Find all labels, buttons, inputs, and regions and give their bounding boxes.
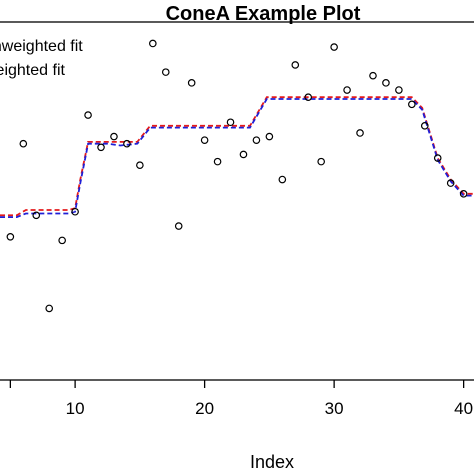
data-point [317,157,325,166]
data-point [343,86,351,94]
data-point [395,86,403,94]
data-point [200,136,209,144]
data-point [123,139,131,148]
data-point [304,93,313,101]
data-point [446,179,455,187]
data-point [6,233,15,241]
data-point [291,61,300,69]
legend: unweighted fit weighted fit [0,38,83,79]
data-point [187,79,196,87]
unweighted-fit-line [0,96,474,217]
x-tick-label: 10 [66,399,85,418]
data-point [45,304,54,313]
data-point [252,136,261,144]
legend-entry-label: weighted fit [0,62,65,79]
plot-area: 10 20 30 40 [0,21,474,418]
x-tick-label: 20 [195,399,214,418]
data-point [149,39,157,48]
data-point [420,122,429,130]
data-point [369,71,377,80]
data-point [239,150,248,159]
data-point [32,211,41,220]
data-point [97,143,105,152]
data-point [19,139,28,148]
data-point [356,129,364,137]
data-point [58,236,66,245]
legend-entry-label: unweighted fit [0,38,83,55]
data-point [459,190,468,198]
data-point [71,207,79,216]
data-point [110,132,118,141]
data-point [265,132,274,141]
data-point [278,175,287,184]
data-point [136,161,144,170]
x-tick-label: 30 [325,399,344,418]
x-tick-label: 40 [454,399,473,418]
data-point [433,154,442,162]
data-point [408,100,416,109]
data-point [382,79,390,87]
data-point [161,68,170,76]
weighted-fit-line [0,98,474,219]
data-point [330,43,338,51]
data-point [226,118,235,127]
plot-frame [0,21,474,381]
data-point [213,157,222,166]
chart-title: ConeA Example Plot [166,3,361,25]
data-point [174,222,183,230]
data-point [84,111,92,119]
x-axis-label: Index [250,452,294,472]
